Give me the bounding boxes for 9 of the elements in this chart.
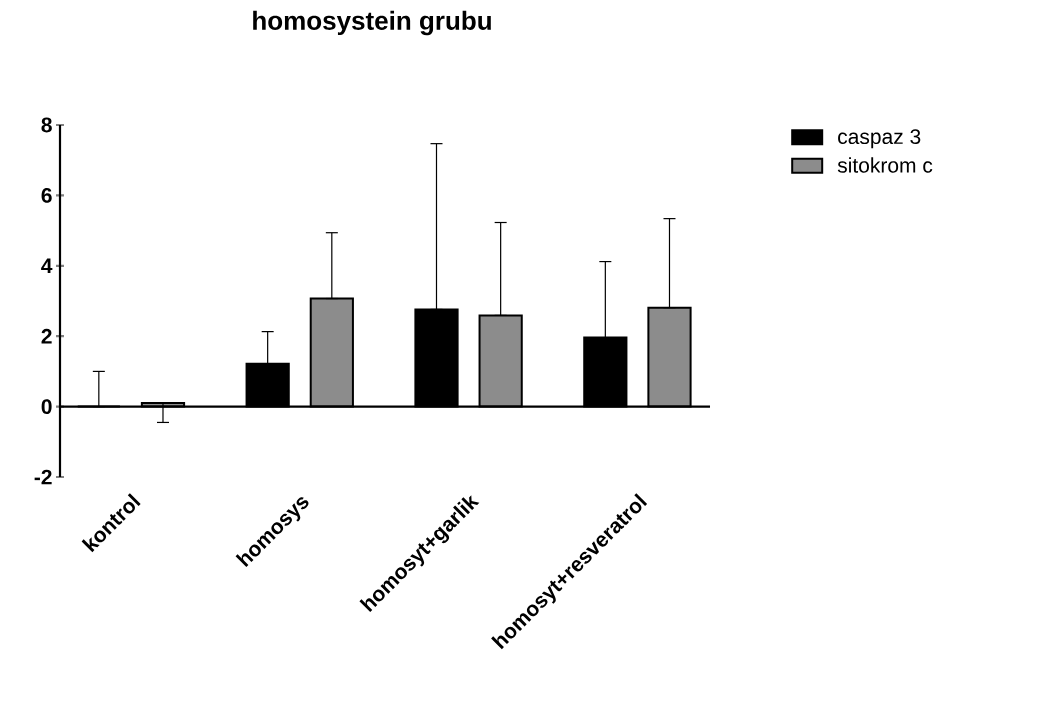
legend-label: caspaz 3 — [838, 129, 921, 149]
y-tick-label: 2 — [41, 328, 52, 344]
chart-title: homosystein grubu — [253, 10, 491, 36]
y-tick-label: 0 — [41, 399, 52, 415]
y-tick-label: 4 — [41, 258, 53, 274]
y-tick-label: 6 — [41, 187, 52, 203]
y-tick-label: -2 — [34, 469, 52, 485]
y-tick-label: 8 — [41, 117, 52, 133]
legend-label: sitokrom c — [837, 157, 933, 173]
